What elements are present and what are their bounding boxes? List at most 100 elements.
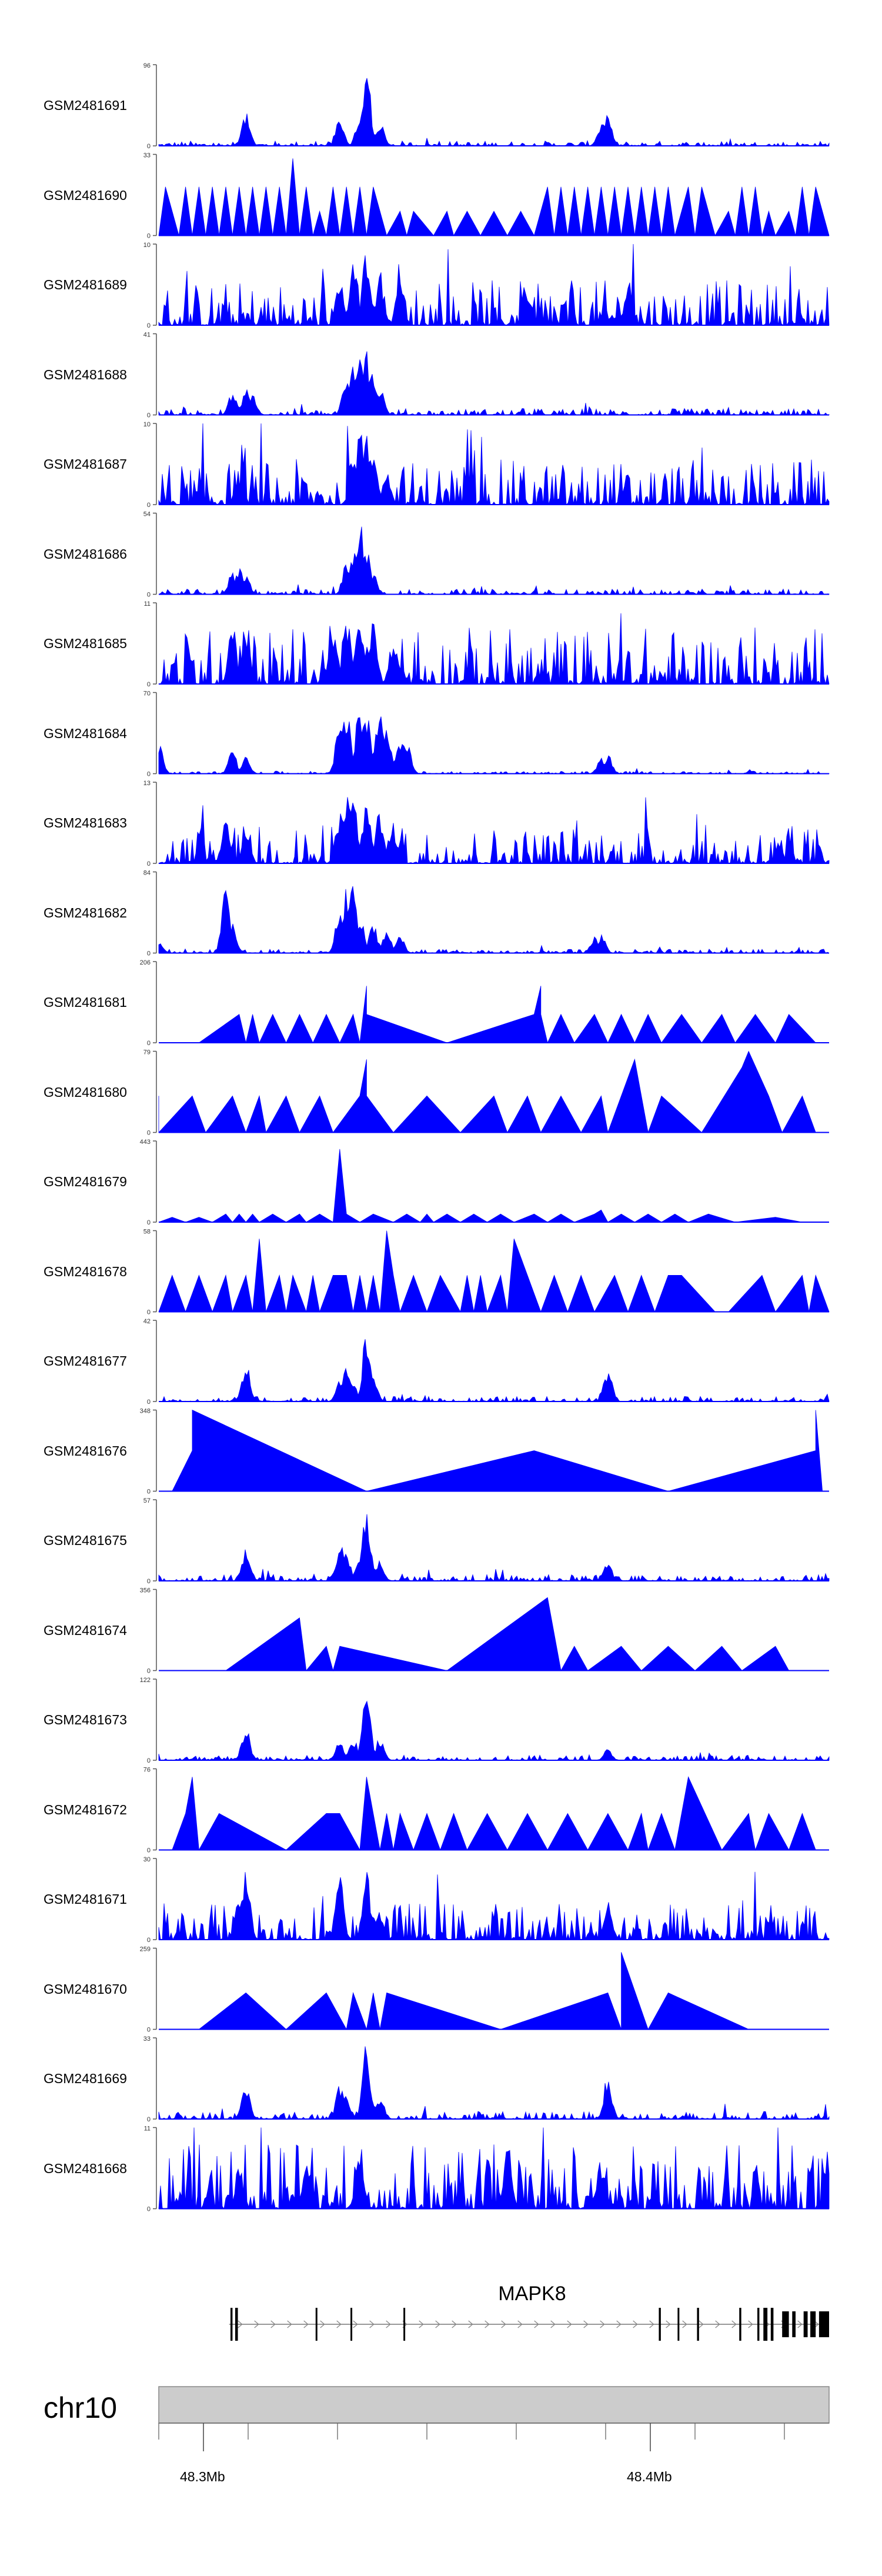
coverage-area xyxy=(172,1776,816,1851)
y-max-label: 30 xyxy=(143,1856,151,1863)
y-max-label: 79 xyxy=(143,1049,151,1056)
strand-arrow xyxy=(369,2320,375,2328)
y-max-label: 11 xyxy=(144,600,151,608)
y-min-label: 0 xyxy=(147,950,151,957)
strand-arrow xyxy=(666,2320,671,2328)
strand-arrow xyxy=(270,2320,276,2328)
track-GSM2481678: 58 0 xyxy=(143,1229,830,1316)
track-label: GSM2481669 xyxy=(44,2071,127,2086)
coverage-area xyxy=(158,1230,830,1313)
track-label: GSM2481672 xyxy=(44,1801,127,1817)
coverage-area xyxy=(158,613,830,685)
track-label: GSM2481680 xyxy=(44,1084,127,1100)
track-GSM2481679: 443 0 xyxy=(140,1139,829,1226)
x-tick-label: 48.3Mb xyxy=(180,2469,225,2484)
track-GSM2481682: 84 0 xyxy=(143,870,830,957)
track-GSM2481674: 356 0 xyxy=(140,1587,829,1675)
strand-arrow xyxy=(303,2320,309,2328)
strand-arrow xyxy=(238,2320,243,2328)
y-max-label: 33 xyxy=(143,152,151,159)
exon xyxy=(677,2308,680,2341)
coverage-area xyxy=(158,797,830,865)
strand-arrow xyxy=(633,2320,638,2328)
coverage-area xyxy=(172,1409,823,1491)
strand-arrow xyxy=(435,2320,440,2328)
coverage-area xyxy=(198,1952,749,2031)
strand-arrow xyxy=(699,2320,704,2328)
y-min-label: 0 xyxy=(147,502,151,509)
coverage-area xyxy=(158,1700,830,1761)
track-GSM2481687: 10 0 xyxy=(143,421,830,509)
strand-arrow xyxy=(616,2320,622,2328)
track-label: GSM2481674 xyxy=(44,1622,127,1638)
coverage-area xyxy=(158,2046,830,2120)
y-min-label: 0 xyxy=(147,322,151,329)
strand-arrow xyxy=(731,2320,737,2328)
y-max-label: 41 xyxy=(143,332,151,339)
coverage-area xyxy=(158,1050,816,1134)
coverage-area xyxy=(158,351,830,416)
coverage-area xyxy=(158,158,830,237)
exon xyxy=(739,2308,741,2341)
y-min-label: 0 xyxy=(147,1130,151,1137)
track-GSM2481671: 30 0 xyxy=(143,1856,830,1944)
track-GSM2481686: 54 0 xyxy=(143,511,830,599)
track-label: GSM2481684 xyxy=(44,725,127,741)
strand-arrow xyxy=(797,2320,803,2328)
exon xyxy=(403,2308,406,2341)
strand-arrow xyxy=(336,2320,342,2328)
y-max-label: 356 xyxy=(140,1587,151,1594)
exon xyxy=(697,2308,699,2341)
exon xyxy=(818,2311,829,2337)
y-max-label: 10 xyxy=(143,421,151,428)
strand-arrow xyxy=(682,2320,687,2328)
y-min-label: 0 xyxy=(147,233,151,240)
exon xyxy=(659,2308,661,2341)
track-label: GSM2481678 xyxy=(44,1263,127,1279)
y-min-label: 0 xyxy=(147,143,151,150)
exon xyxy=(235,2308,238,2341)
track-label: GSM2481677 xyxy=(44,1353,127,1369)
gene-model xyxy=(229,2308,829,2341)
track-label: GSM2481670 xyxy=(44,1981,127,1997)
track-label: GSM2481683 xyxy=(44,815,127,830)
y-min-label: 0 xyxy=(147,1668,151,1675)
track-GSM2481677: 42 0 xyxy=(143,1318,830,1406)
track-label: GSM2481690 xyxy=(44,187,127,203)
track-label: GSM2481685 xyxy=(44,636,127,651)
y-min-label: 0 xyxy=(147,592,151,599)
y-max-label: 58 xyxy=(143,1229,151,1236)
track-GSM2481680: 79 0 xyxy=(143,1049,829,1137)
exon xyxy=(350,2308,353,2341)
strand-arrow xyxy=(517,2320,523,2328)
y-min-label: 0 xyxy=(147,1757,151,1764)
track-label: GSM2481681 xyxy=(44,995,127,1010)
coverage-area xyxy=(158,1871,830,1941)
exon xyxy=(763,2308,768,2341)
chromosome-bar xyxy=(158,2386,830,2424)
strand-arrow xyxy=(649,2320,654,2328)
y-max-label: 76 xyxy=(143,1767,151,1774)
strand-arrow xyxy=(287,2320,292,2328)
y-min-label: 0 xyxy=(147,860,151,867)
track-GSM2481669: 33 0 xyxy=(143,2036,830,2123)
coverage-area xyxy=(158,886,830,954)
track-label: GSM2481676 xyxy=(44,1443,127,1459)
coverage-area xyxy=(158,716,830,775)
y-min-label: 0 xyxy=(147,1309,151,1316)
y-max-label: 11 xyxy=(144,2125,151,2133)
y-max-label: 13 xyxy=(143,780,151,787)
y-max-label: 57 xyxy=(143,1497,151,1504)
coverage-area xyxy=(158,423,830,506)
track-GSM2481684: 70 0 xyxy=(143,690,830,778)
track-GSM2481672: 76 0 xyxy=(143,1767,829,1854)
track-label: GSM2481679 xyxy=(44,1174,127,1189)
y-max-label: 96 xyxy=(143,62,151,69)
track-GSM2481691: 96 0 xyxy=(143,62,830,150)
chromosome-label: chr10 xyxy=(44,2391,118,2424)
strand-arrow xyxy=(583,2320,589,2328)
y-max-label: 122 xyxy=(140,1677,151,1684)
tracks-panel: GSM2481691 GSM2481690 GSM2481689 GSM2481688… xyxy=(44,98,127,2176)
coverage-area xyxy=(159,1339,830,1403)
